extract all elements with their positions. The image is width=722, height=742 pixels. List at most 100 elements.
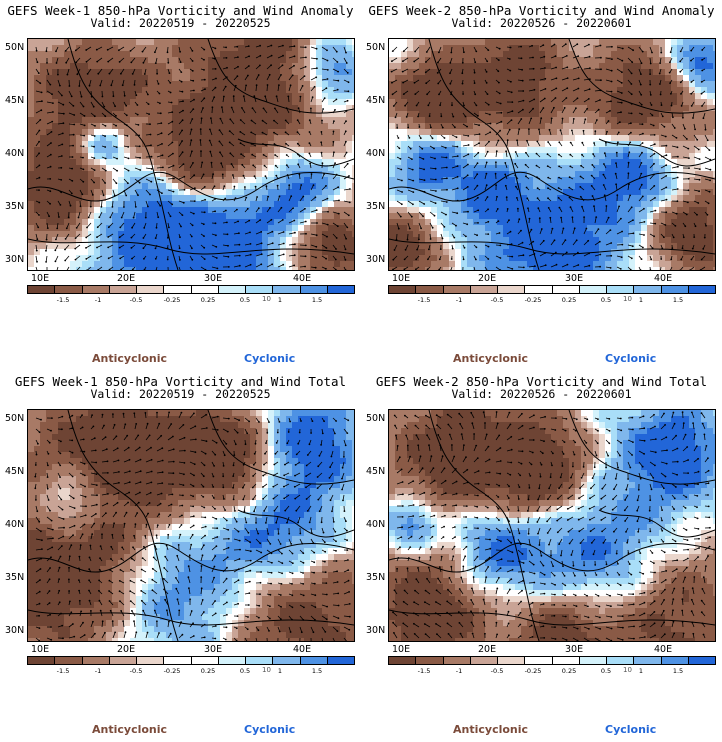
colorbar-unit: 10 (623, 295, 632, 303)
colorbar-swatch (137, 286, 165, 293)
colorbar (27, 285, 355, 294)
panel-valid-dates: Valid: 20220526 - 20220601 (451, 16, 632, 30)
colorbar-label: 0.5 (600, 667, 612, 675)
colorbar-swatch (416, 286, 444, 293)
colorbar-swatch (82, 657, 110, 664)
colorbar-swatch (109, 657, 137, 664)
colorbar-swatch (525, 657, 553, 664)
colorbar-label: -1.5 (417, 667, 431, 675)
colorbar-swatch (607, 286, 635, 293)
colorbar-swatch (82, 286, 110, 293)
lat-label: 50N (5, 42, 25, 53)
colorbar (388, 656, 716, 665)
colorbar-swatch (634, 286, 662, 293)
colorbar-swatch (688, 286, 715, 293)
colorbar-swatch (28, 657, 56, 664)
panel-valid-dates: Valid: 20220519 - 20220525 (90, 387, 271, 401)
colorbar-unit: 10 (262, 295, 271, 303)
colorbar-swatch (28, 286, 56, 293)
anticyclonic-label: Anticyclonic (453, 723, 529, 736)
lon-label: 40E (654, 644, 673, 655)
colorbar-label: 1.5 (311, 296, 323, 304)
colorbar-label: 0.25 (200, 296, 216, 304)
panel-week2-total: GEFS Week-2 850-hPa Vorticity and Wind T… (361, 371, 722, 742)
colorbar-swatch (300, 657, 328, 664)
lon-label: 20E (117, 273, 136, 284)
lon-label: 30E (565, 273, 584, 284)
lon-label: 10E (31, 273, 50, 284)
colorbar-swatch (416, 657, 444, 664)
colorbar-swatch (470, 286, 498, 293)
colorbar-swatch (55, 286, 83, 293)
anticyclonic-label: Anticyclonic (92, 723, 168, 736)
panel-week1-anomaly: GEFS Week-1 850-hPa Vorticity and Wind A… (0, 0, 361, 371)
lon-label: 30E (204, 273, 223, 284)
vorticity-map (388, 38, 716, 271)
lat-label: 30N (366, 254, 386, 265)
anticyclonic-label: Anticyclonic (453, 352, 529, 365)
colorbar-label: -0.25 (524, 296, 542, 304)
colorbar-label: 0.25 (561, 667, 577, 675)
colorbar (27, 656, 355, 665)
lat-label: 40N (366, 148, 386, 159)
lat-label: 35N (5, 572, 25, 583)
colorbar-label: 1.5 (672, 296, 684, 304)
colorbar-swatch (498, 657, 526, 664)
colorbar-label: 1 (638, 667, 644, 675)
colorbar-swatch (470, 657, 498, 664)
lon-label: 30E (565, 644, 584, 655)
colorbar-label: -0.25 (163, 667, 181, 675)
lat-label: 35N (5, 201, 25, 212)
lat-label: 45N (5, 95, 25, 106)
colorbar-label: -0.5 (129, 667, 143, 675)
colorbar-swatch (579, 286, 607, 293)
colorbar-swatch (661, 657, 689, 664)
colorbar-swatch (246, 286, 274, 293)
colorbar-swatch (273, 657, 301, 664)
lat-label: 30N (5, 254, 25, 265)
lat-label: 45N (366, 466, 386, 477)
lon-label: 20E (478, 273, 497, 284)
colorbar-swatch (300, 286, 328, 293)
colorbar-swatch (688, 657, 715, 664)
vorticity-map (27, 409, 355, 642)
colorbar-label: -0.25 (163, 296, 181, 304)
anticyclonic-label: Anticyclonic (92, 352, 168, 365)
panel-title: GEFS Week-1 850-hPa Vorticity and Wind A… (7, 3, 354, 18)
colorbar-label: 0.25 (200, 667, 216, 675)
panel-title: GEFS Week-1 850-hPa Vorticity and Wind T… (14, 374, 347, 389)
colorbar-label: -1 (94, 667, 102, 675)
lat-label: 40N (5, 148, 25, 159)
colorbar-swatch (579, 657, 607, 664)
panel-title: GEFS Week-2 850-hPa Vorticity and Wind T… (375, 374, 708, 389)
colorbar-swatch (191, 286, 219, 293)
colorbar-label: 1 (277, 667, 283, 675)
lat-label: 50N (366, 413, 386, 424)
colorbar-swatch (191, 657, 219, 664)
lat-label: 40N (5, 519, 25, 530)
colorbar-swatch (327, 286, 354, 293)
colorbar-swatch (327, 657, 354, 664)
map-canvas (28, 39, 354, 270)
colorbar-swatch (218, 286, 246, 293)
colorbar-label: -1.5 (417, 296, 431, 304)
colorbar-swatch (525, 286, 553, 293)
cyclonic-label: Cyclonic (244, 352, 296, 365)
colorbar-swatch (552, 286, 580, 293)
colorbar-label: 0.25 (561, 296, 577, 304)
colorbar-label: -0.5 (129, 296, 143, 304)
lon-label: 30E (204, 644, 223, 655)
colorbar (388, 285, 716, 294)
colorbar-swatch (246, 657, 274, 664)
colorbar-unit: 10 (262, 666, 271, 674)
lat-label: 35N (366, 572, 386, 583)
colorbar-label: -0.5 (490, 667, 504, 675)
colorbar-swatch (552, 657, 580, 664)
panel-week2-anomaly: GEFS Week-2 850-hPa Vorticity and Wind A… (361, 0, 722, 371)
panel-title: GEFS Week-2 850-hPa Vorticity and Wind A… (368, 3, 715, 18)
lon-label: 10E (392, 273, 411, 284)
lon-label: 40E (654, 273, 673, 284)
colorbar-label: 1.5 (311, 667, 323, 675)
colorbar-label: 0.5 (239, 296, 251, 304)
lat-label: 30N (366, 625, 386, 636)
